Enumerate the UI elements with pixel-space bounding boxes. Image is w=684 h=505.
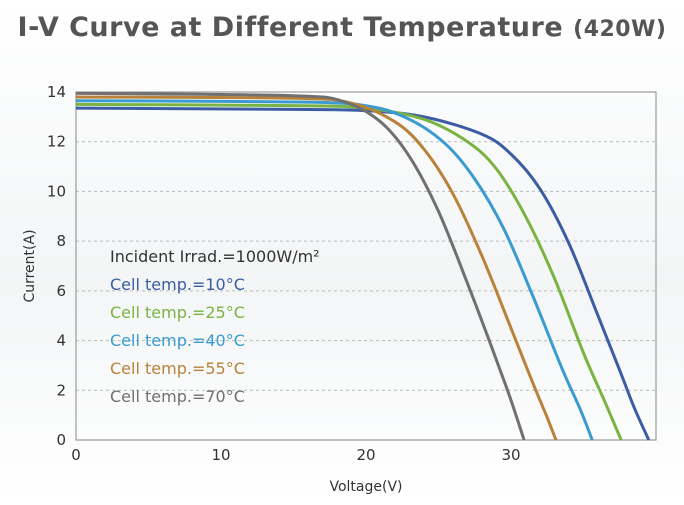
chart-title-text: I-V Curve at Different Temperature	[17, 12, 564, 43]
y-tick-label: 10	[47, 182, 66, 200]
x-axis-label: Voltage(V)	[329, 479, 402, 495]
series-lines	[75, 91, 651, 441]
y-tick-label: 0	[56, 431, 66, 449]
series-label-1: Cell temp.=10°C	[110, 275, 245, 294]
x-tick-label: 0	[71, 446, 81, 464]
series-line-4	[75, 95, 558, 441]
series-label-2: Cell temp.=25°C	[110, 303, 245, 322]
y-tick-label: 2	[56, 381, 66, 399]
annotation-irradiance: Incident Irrad.=1000W/m²	[110, 247, 320, 266]
y-axis-label: Current(A)	[22, 229, 38, 302]
series-line-3	[75, 99, 594, 441]
series-label-5: Cell temp.=70°C	[110, 387, 245, 406]
x-tick-label: 10	[211, 446, 230, 464]
x-tick-label: 20	[356, 446, 375, 464]
y-tick-label: 6	[56, 282, 66, 300]
series-label-3: Cell temp.=40°C	[110, 331, 245, 350]
x-tick-label: 30	[501, 446, 520, 464]
chart-title: I-V Curve at Different Temperature (420W)	[0, 12, 684, 43]
tick-labels: 0 2 4 6 8 10 12 14 0 10 20 30	[47, 83, 521, 464]
plot-frame	[75, 91, 657, 441]
annotations: Incident Irrad.=1000W/m² Cell temp.=10°C C…	[110, 247, 320, 406]
chart-title-suffix: (420W)	[573, 17, 667, 42]
y-tick-label: 14	[47, 83, 66, 101]
grid	[76, 141, 656, 391]
series-line-1	[75, 106, 651, 441]
series-line-2	[75, 102, 623, 441]
y-tick-label: 8	[56, 232, 66, 250]
series-label-4: Cell temp.=55°C	[110, 359, 245, 378]
series-line-5	[75, 91, 526, 441]
y-tick-label: 12	[47, 133, 66, 151]
y-tick-label: 4	[56, 332, 66, 350]
